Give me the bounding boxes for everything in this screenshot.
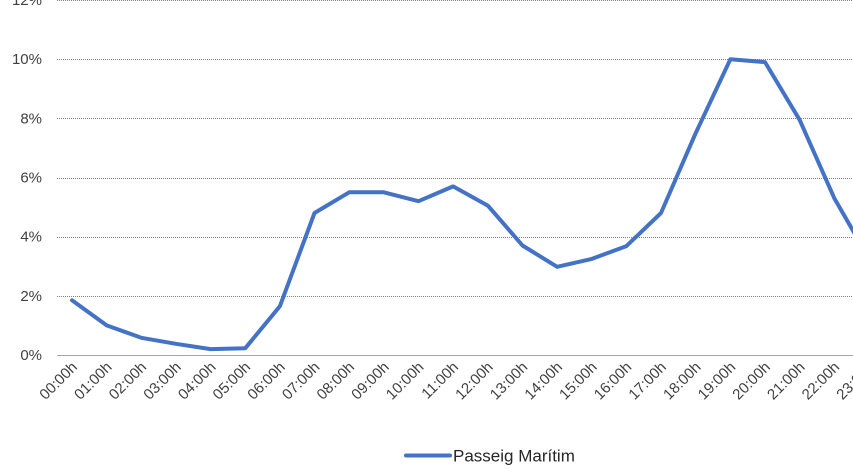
legend-label-passeig-maritim: Passeig Marítim bbox=[453, 447, 575, 466]
x-tick-label: 01:00h bbox=[71, 359, 115, 403]
x-tick-label: 08:00h bbox=[314, 359, 358, 403]
x-tick-label: 10:00h bbox=[383, 359, 427, 403]
x-tick-label: 22:00h bbox=[799, 359, 843, 403]
x-tick-label: 16:00h bbox=[591, 359, 635, 403]
x-tick-label: 15:00h bbox=[556, 359, 600, 403]
x-tick-label: 11:00h bbox=[418, 359, 462, 403]
y-axis-ticks: 0% 2% 4% 6% 8% 10% 12% bbox=[12, 0, 42, 364]
grid-lines bbox=[57, 0, 853, 356]
y-tick-label: 0% bbox=[20, 347, 42, 364]
y-tick-label: 2% bbox=[20, 288, 42, 305]
y-tick-label: 4% bbox=[20, 229, 42, 246]
x-tick-label: 13:00h bbox=[487, 359, 531, 403]
x-tick-label: 12:00h bbox=[452, 359, 496, 403]
x-tick-label: 21:00h bbox=[764, 359, 808, 403]
x-tick-label: 07:00h bbox=[279, 359, 323, 403]
legend: Passeig Marítim bbox=[404, 447, 575, 466]
series-lines bbox=[70, 57, 853, 352]
x-tick-label: 04:00h bbox=[175, 359, 219, 403]
x-tick-label: 00:00h bbox=[36, 359, 80, 403]
x-tick-label: 05:00h bbox=[210, 359, 254, 403]
y-tick-label: 10% bbox=[12, 51, 42, 68]
y-tick-label: 6% bbox=[20, 170, 42, 187]
x-tick-label: 06:00h bbox=[244, 359, 288, 403]
x-tick-label: 19:00h bbox=[695, 359, 739, 403]
x-axis-ticks: 00:00h01:00h02:00h03:00h04:00h05:00h06:0… bbox=[36, 359, 853, 403]
x-tick-label: 18:00h bbox=[660, 359, 704, 403]
x-tick-label: 02:00h bbox=[106, 359, 150, 403]
x-tick-label: 14:00h bbox=[521, 359, 565, 403]
y-tick-label: 12% bbox=[12, 0, 42, 9]
x-tick-label: 17:00h bbox=[625, 359, 669, 403]
series-line-0 bbox=[70, 57, 853, 352]
x-tick-label: 09:00h bbox=[348, 359, 392, 403]
y-tick-label: 8% bbox=[20, 110, 42, 127]
x-tick-label: 20:00h bbox=[729, 359, 773, 403]
x-tick-label: 03:00h bbox=[140, 359, 184, 403]
